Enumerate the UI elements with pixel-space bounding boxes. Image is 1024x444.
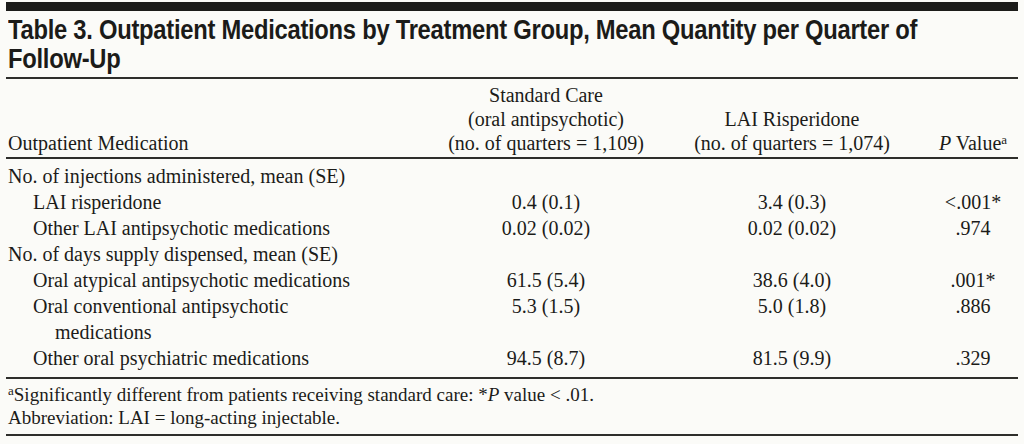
p-value: .329 [930,345,1016,371]
row-label: Oral atypical antipsychotic medications [8,267,438,293]
table-title-line1: Table 3. Outpatient Medications by Treat… [8,16,895,45]
lai-risperidone-header-line1: LAI Risperidone [654,107,930,131]
journal-table-figure: Table 3. Outpatient Medications by Treat… [0,0,1024,444]
standard-care-value: 94.5 (8.7) [438,345,654,371]
rule-under-header [6,157,1018,159]
standard-care-value: 5.3 (1.5) [438,293,654,319]
p-value: .886 [930,293,1016,319]
footnote-italic-p: P [488,384,500,405]
row-label: Oral conventional antipsychotic medicati… [8,293,438,345]
table-footnotes: aSignificantly different from patients r… [8,383,1016,429]
p-value: .974 [930,215,1016,241]
table-body: No. of injections administered, mean (SE… [8,163,1016,371]
row-label: Other LAI antipsychotic medications [8,215,438,241]
lai-risperidone-value: 81.5 (9.9) [654,345,930,371]
row-label: No. of days supply dispensed, mean (SE) [8,241,438,267]
column-header-lai-risperidone: LAI Risperidone (no. of quarters = 1,074… [654,107,930,155]
column-header-p-value: P Valuea [930,131,1016,155]
row-label: No. of injections administered, mean (SE… [8,163,438,189]
table-row-group-injections: No. of injections administered, mean (SE… [8,163,1016,189]
lai-risperidone-header-line2: (no. of quarters = 1,074) [654,131,930,155]
lai-risperidone-value: 3.4 (0.3) [654,189,930,215]
standard-care-value: 0.02 (0.02) [438,215,654,241]
table-title-line2: Follow-Up [8,45,895,74]
footnote-significance-text: Significantly different from patients re… [14,384,488,405]
top-rule-bar [6,2,1018,11]
footnote-significance: aSignificantly different from patients r… [8,383,1016,406]
lai-risperidone-value: 38.6 (4.0) [654,267,930,293]
row-label: LAI risperidone [8,189,438,215]
p-value-header-italic-p: P [939,132,951,154]
table-header-row: Outpatient Medication Standard Care (ora… [8,83,1016,155]
rule-under-title [6,77,1018,79]
standard-care-header-line3: (no. of quarters = 1,109) [438,131,654,155]
p-value-header-superscript: a [1001,132,1007,147]
lai-risperidone-value: 5.0 (1.8) [654,293,930,319]
row-label-line2: medications [33,319,438,345]
table-row-lai-risperidone: LAI risperidone 0.4 (0.1) 3.4 (0.3) <.00… [8,189,1016,215]
bottom-rule [6,434,1018,436]
table-title: Table 3. Outpatient Medications by Treat… [8,16,895,74]
standard-care-header-line2: (oral antipsychotic) [438,107,654,131]
table-row-oral-conventional: Oral conventional antipsychotic medicati… [8,293,1016,345]
lai-risperidone-value: 0.02 (0.02) [654,215,930,241]
column-header-outpatient-medication: Outpatient Medication [8,131,438,155]
standard-care-value: 61.5 (5.4) [438,267,654,293]
row-label-line1: Oral conventional antipsychotic [33,293,438,319]
p-value: .001* [930,267,1016,293]
standard-care-header-line1: Standard Care [438,83,654,107]
footnote-significance-tail: value < .01. [499,384,594,405]
p-value: <.001* [930,189,1016,215]
table-row-other-lai-antipsychotics: Other LAI antipsychotic medications 0.02… [8,215,1016,241]
rule-above-footnotes [6,377,1018,379]
table-row-oral-atypical: Oral atypical antipsychotic medications … [8,267,1016,293]
column-header-standard-care: Standard Care (oral antipsychotic) (no. … [438,83,654,155]
footnote-abbreviation: Abbreviation: LAI = long-acting injectab… [8,406,1016,429]
table-row-other-oral-psychiatric: Other oral psychiatric medications 94.5 … [8,345,1016,371]
row-label: Other oral psychiatric medications [8,345,438,371]
table-row-group-days-supply: No. of days supply dispensed, mean (SE) [8,241,1016,267]
standard-care-value: 0.4 (0.1) [438,189,654,215]
p-value-header-text: Value [951,132,1001,154]
